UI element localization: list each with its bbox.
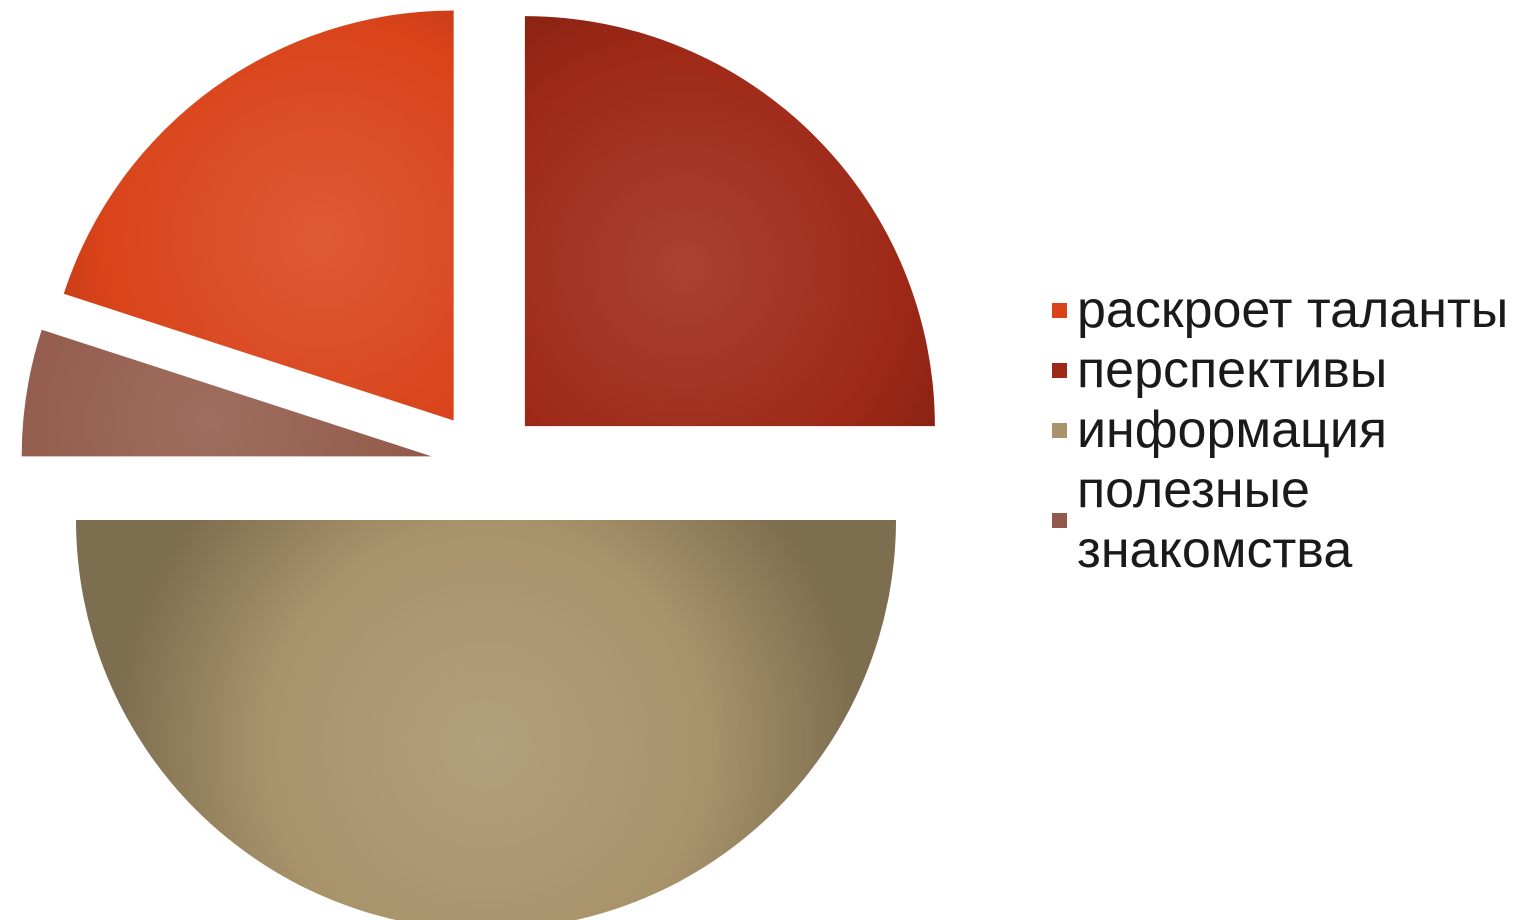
pie-slice-0 (63, 10, 454, 421)
legend-label: перспективы (1077, 341, 1388, 399)
legend-item-information: информация (1052, 400, 1522, 460)
pie-slice-3 (21, 329, 432, 457)
legend-item-useful-contacts: полезные знакомства (1052, 460, 1522, 580)
legend-swatch (1052, 362, 1067, 378)
legend-swatch (1052, 302, 1067, 318)
legend-label: раскроет таланты (1077, 281, 1509, 339)
legend-item-talents: раскроет таланты (1052, 280, 1522, 340)
pie-slices (21, 10, 935, 920)
legend-item-perspectives: перспективы (1052, 340, 1522, 400)
pie-slice-2 (76, 520, 896, 920)
chart-legend: раскроет таланты перспективы информация … (1052, 280, 1522, 580)
pie-slice-1 (524, 16, 935, 427)
legend-label: информация (1077, 401, 1388, 459)
legend-label: полезные знакомства (1077, 461, 1353, 579)
legend-swatch (1052, 512, 1067, 528)
legend-swatch (1052, 422, 1067, 438)
